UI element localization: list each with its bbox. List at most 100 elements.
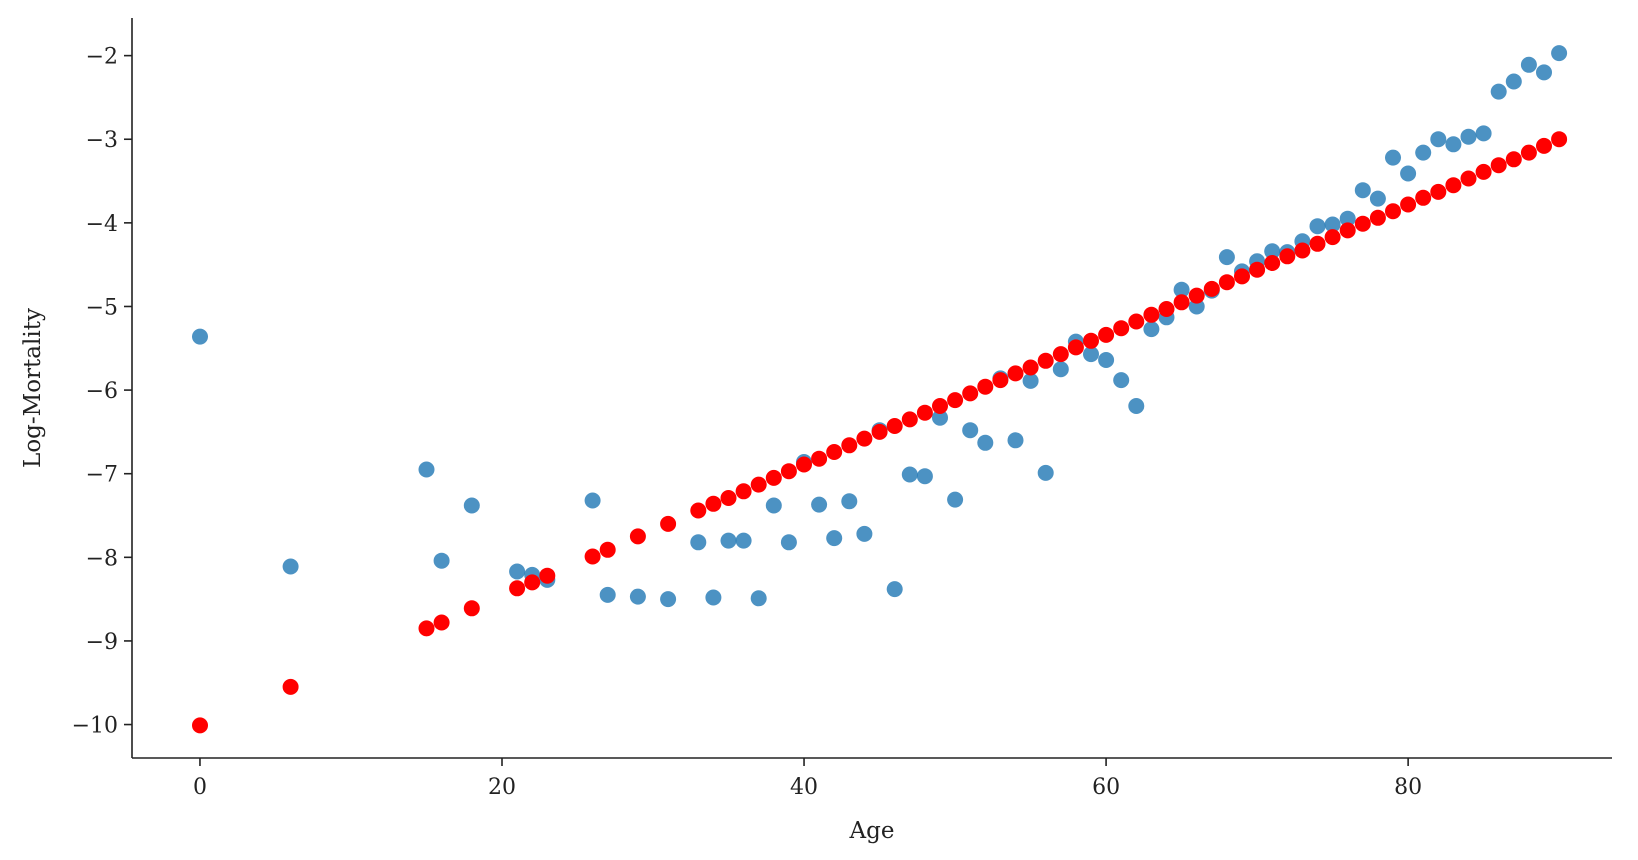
series-0-point (1128, 398, 1145, 414)
series-1-point (962, 385, 979, 402)
series-0-point (826, 530, 843, 547)
series-0-point (735, 532, 752, 549)
series-0-point (690, 534, 707, 551)
series-1-point (1158, 301, 1175, 317)
series-1-point (433, 614, 450, 631)
series-1-point (1128, 313, 1145, 330)
series-1-point (1083, 332, 1099, 349)
series-0-point (765, 497, 782, 514)
series-1-point (1279, 248, 1296, 265)
series-0-point (901, 466, 918, 483)
series-0-point (1400, 165, 1417, 182)
series-1-point (1143, 306, 1160, 323)
series-1-point (1098, 326, 1115, 343)
series-0-point (1113, 372, 1130, 389)
series-1-point (1234, 268, 1250, 285)
series-0-point (1551, 45, 1568, 62)
series-1-point (282, 678, 299, 695)
series-0-point (599, 586, 616, 603)
series-0-point (780, 534, 797, 551)
series-0-point (811, 496, 828, 513)
series-0-point (1173, 281, 1190, 298)
series-1-point (1415, 189, 1432, 206)
series-1-point (796, 456, 812, 473)
series-1-point (977, 378, 994, 395)
series-1-point (947, 392, 964, 409)
series-0-point (660, 591, 677, 608)
series-1-point (1430, 183, 1447, 200)
series-0-point (1037, 464, 1054, 481)
series-0-point (1007, 432, 1024, 449)
y-tick-label: −4 (86, 212, 118, 237)
series-1-point (1037, 352, 1054, 369)
series-1-point (780, 463, 797, 480)
series-1-point (1173, 294, 1190, 311)
series-1-point (1339, 222, 1356, 239)
series-0-point (433, 552, 450, 569)
x-tick-label: 20 (488, 775, 516, 800)
series-1-point (539, 567, 556, 584)
series-0-point (1324, 216, 1341, 233)
series-1-point (765, 469, 782, 486)
series-0-point (282, 558, 299, 575)
series-1-point (901, 411, 918, 428)
series-1-point (1400, 196, 1417, 213)
y-tick-label: −6 (86, 379, 118, 404)
series-0-point (1460, 128, 1477, 145)
series-1-point (750, 476, 767, 493)
series-0-point (629, 588, 646, 605)
x-tick-label: 60 (1092, 775, 1120, 800)
series-0-point (750, 590, 767, 607)
plot-points (192, 45, 1568, 734)
series-0-point (1354, 182, 1371, 199)
series-0-point (947, 491, 964, 508)
series-0-point (977, 434, 994, 451)
series-1-point (1490, 157, 1507, 174)
series-0-point (1098, 352, 1115, 368)
x-tick-label: 40 (790, 775, 818, 800)
series-0-point (1143, 321, 1160, 338)
series-0-point (1309, 218, 1326, 235)
series-0-point (720, 532, 737, 549)
series-0-point (856, 525, 873, 542)
series-1-point (599, 541, 616, 558)
series-0-point (1385, 149, 1401, 166)
series-0-point (509, 563, 526, 580)
series-1-point (1460, 170, 1477, 187)
y-tick-label: −7 (86, 463, 118, 488)
series-1-point (1007, 365, 1024, 382)
x-axis-label: Age (849, 818, 895, 844)
series-1-point (690, 502, 707, 519)
series-1-point (735, 483, 752, 500)
x-ticks: 0 20 40 60 80 (193, 758, 1422, 800)
series-1-point (1551, 131, 1568, 148)
x-tick-label: 80 (1394, 775, 1422, 800)
series-1-point (856, 430, 873, 447)
y-axis-label: Log-Mortality (20, 308, 46, 468)
series-1-point (1385, 203, 1401, 220)
y-tick-label: −10 (72, 714, 118, 739)
axes (131, 18, 1612, 759)
series-0-point (1218, 249, 1235, 266)
series-1-point (886, 418, 903, 434)
series-1-point (1052, 346, 1069, 363)
series-0-point (1475, 125, 1492, 142)
series-1-point (584, 548, 601, 565)
series-1-point (660, 515, 677, 532)
series-0-point (886, 581, 903, 598)
series-1-point (916, 404, 933, 421)
series-1-point (1264, 255, 1281, 271)
series-0-point (1052, 361, 1069, 378)
series-1-point (524, 574, 541, 591)
series-1-point (1188, 287, 1205, 304)
series-0-point (1264, 243, 1281, 260)
series-1-point (811, 450, 828, 467)
series-1-point (192, 717, 208, 734)
series-1-point (871, 423, 888, 440)
series-0-point (192, 328, 208, 345)
series-0-point (463, 497, 480, 514)
series-0-point (1520, 56, 1537, 73)
y-tick-label: −9 (86, 630, 118, 655)
series-1-point (1218, 274, 1235, 291)
